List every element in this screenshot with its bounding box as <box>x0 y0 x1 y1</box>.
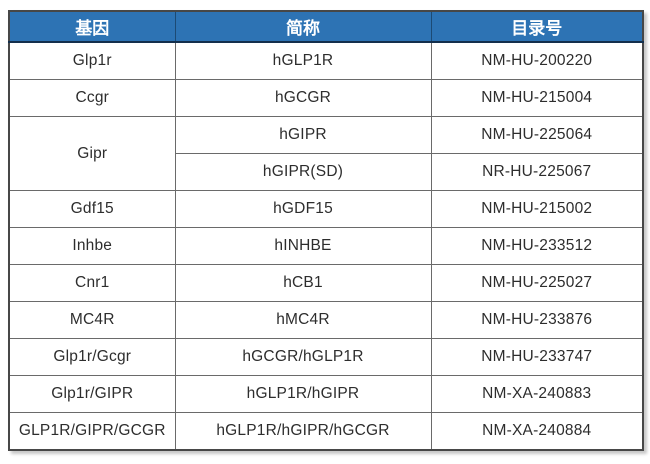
header-catalog-number: 目录号 <box>430 11 643 43</box>
gene-cell: Gdf15 <box>8 190 176 228</box>
table-row: Inhbe hINHBE NM-HU-233512 <box>8 227 644 265</box>
table-row: MC4R hMC4R NM-HU-233876 <box>8 301 644 339</box>
catalog-cell: NM-HU-215004 <box>430 79 644 117</box>
gene-cell: Gipr <box>8 116 176 191</box>
catalog-cell: NM-HU-200220 <box>430 41 644 80</box>
table-row: GLP1R/GIPR/GCGR hGLP1R/hGIPR/hGCGR NM-XA-2… <box>8 412 644 451</box>
abbr-cell: hGCGR/hGLP1R <box>174 338 432 376</box>
gene-cell: MC4R <box>8 301 176 339</box>
table-header: 基因 简称 目录号 <box>9 11 643 43</box>
gene-cell: Inhbe <box>8 227 176 265</box>
gene-catalog-table: 基因 简称 目录号 Glp1r hGLP1R NM-HU-200220 Ccgr hGC… <box>8 10 644 451</box>
abbr-cell: hGIPR(SD) <box>174 153 432 191</box>
catalog-cell: NM-HU-215002 <box>430 190 644 228</box>
abbr-cell: hGIPR <box>174 116 432 154</box>
header-row: 基因 简称 目录号 <box>9 11 643 43</box>
gene-cell: Glp1r <box>8 41 176 80</box>
catalog-cell: NM-XA-240883 <box>430 375 644 413</box>
abbr-cell: hCB1 <box>174 264 432 302</box>
abbr-cell: hMC4R <box>174 301 432 339</box>
catalog-cell: NR-HU-225067 <box>430 153 644 191</box>
table-row: Glp1r/GIPR hGLP1R/hGIPR NM-XA-240883 <box>8 375 644 413</box>
catalog-cell: NM-HU-225027 <box>430 264 644 302</box>
catalog-cell: NM-HU-225064 <box>430 116 644 154</box>
table-row: Cnr1 hCB1 NM-HU-225027 <box>8 264 644 302</box>
header-abbreviation: 简称 <box>174 11 431 43</box>
catalog-cell: NM-HU-233512 <box>430 227 644 265</box>
abbr-cell: hGDF15 <box>174 190 432 228</box>
table-row: Gipr hGIPR NM-HU-225064 <box>8 116 644 191</box>
table-row: Glp1r hGLP1R NM-HU-200220 <box>8 41 644 80</box>
gene-cell: Cnr1 <box>8 264 176 302</box>
table-row: Gdf15 hGDF15 NM-HU-215002 <box>8 190 644 228</box>
abbr-cell: hGLP1R/hGIPR <box>174 375 432 413</box>
catalog-cell: NM-HU-233876 <box>430 301 644 339</box>
table-body: Glp1r hGLP1R NM-HU-200220 Ccgr hGCGR NM-HU-21… <box>8 41 644 451</box>
gene-cell: GLP1R/GIPR/GCGR <box>8 412 176 451</box>
gene-cell: Glp1r/GIPR <box>8 375 176 413</box>
table-row: Ccgr hGCGR NM-HU-215004 <box>8 79 644 117</box>
table-row: hGIPR(SD) NR-HU-225067 <box>9 153 644 191</box>
abbr-cell: hINHBE <box>174 227 432 265</box>
abbr-cell: hGLP1R <box>174 41 432 80</box>
gene-cell: Glp1r/Gcgr <box>8 338 176 376</box>
table-row: Glp1r/Gcgr hGCGR/hGLP1R NM-HU-233747 <box>8 338 644 376</box>
abbr-cell: hGCGR <box>174 79 432 117</box>
abbr-cell: hGLP1R/hGIPR/hGCGR <box>174 412 432 451</box>
catalog-cell: NM-XA-240884 <box>430 412 644 451</box>
gene-cell: Ccgr <box>8 79 176 117</box>
header-gene: 基因 <box>9 11 175 43</box>
gene-catalog-table-wrap: 基因 简称 目录号 Glp1r hGLP1R NM-HU-200220 Ccgr hGC… <box>8 10 644 451</box>
catalog-cell: NM-HU-233747 <box>430 338 644 376</box>
